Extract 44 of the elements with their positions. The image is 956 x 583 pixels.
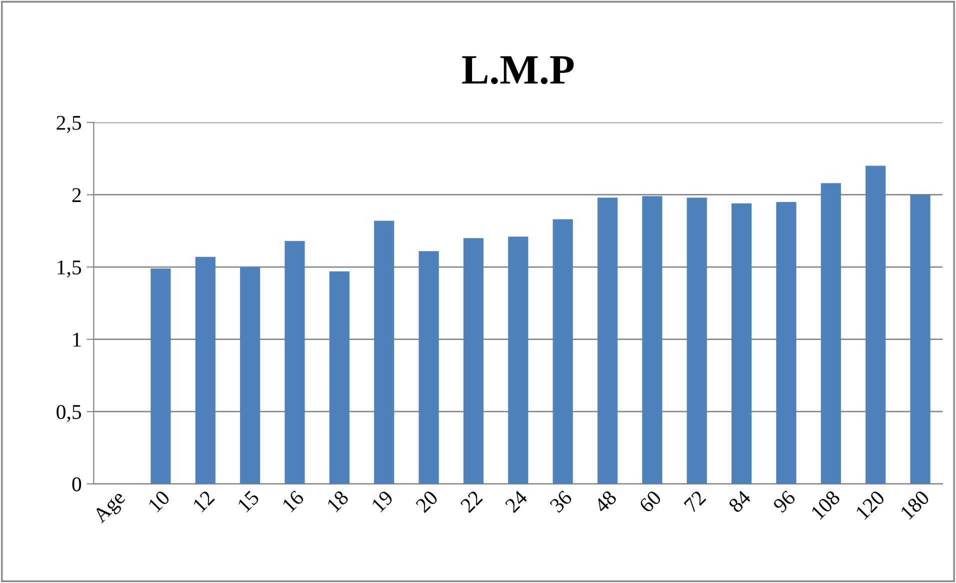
- x-tick-label: 108: [810, 490, 841, 520]
- bar: [642, 196, 662, 484]
- bar: [329, 271, 350, 484]
- bar: [732, 203, 752, 484]
- bar: [374, 220, 394, 484]
- bar: [150, 268, 171, 484]
- x-tick-label: 60: [638, 490, 662, 514]
- x-tick-label: 10: [148, 490, 171, 513]
- x-tick-label: 20: [415, 490, 439, 514]
- y-tick-label: 1: [73, 332, 81, 347]
- bar: [597, 198, 618, 484]
- y-tick-label: 2,5: [56, 116, 82, 133]
- x-tick-label: 96: [772, 490, 796, 514]
- x-tick-label: 72: [684, 490, 706, 513]
- bar: [866, 166, 886, 484]
- x-tick-label: 24: [504, 489, 528, 514]
- bar: [418, 251, 439, 484]
- x-tick-label: 120: [855, 490, 886, 520]
- bar: [552, 219, 573, 484]
- y-tick-label: 2: [72, 188, 81, 202]
- x-tick-label: 84: [728, 489, 752, 514]
- y-tick-label: 1,5: [58, 260, 82, 278]
- x-tick-label: 36: [549, 490, 573, 514]
- x-tick-label: 48: [593, 490, 618, 514]
- bar: [240, 267, 260, 484]
- y-tick-label: 0,5: [56, 404, 82, 422]
- bar: [776, 202, 796, 484]
- x-tick-label: 180: [900, 490, 930, 520]
- bar: [195, 256, 216, 484]
- x-tick-label: 18: [326, 490, 350, 513]
- y-tick-label: 0: [72, 477, 82, 492]
- x-tick-label: 16: [282, 490, 305, 513]
- x-tick-label: 19: [371, 490, 394, 513]
- x-tick-label: 22: [460, 490, 483, 514]
- x-tick-label: 12: [192, 490, 215, 512]
- x-tick-label: Age: [92, 490, 129, 527]
- x-tick-label: 15: [237, 490, 260, 513]
- bar: [686, 198, 707, 484]
- chart-title: L.M.P: [462, 56, 574, 84]
- bar: [284, 240, 305, 484]
- bar: [508, 236, 528, 484]
- bar: [463, 238, 484, 484]
- bar: [910, 194, 930, 484]
- bar: [820, 183, 841, 484]
